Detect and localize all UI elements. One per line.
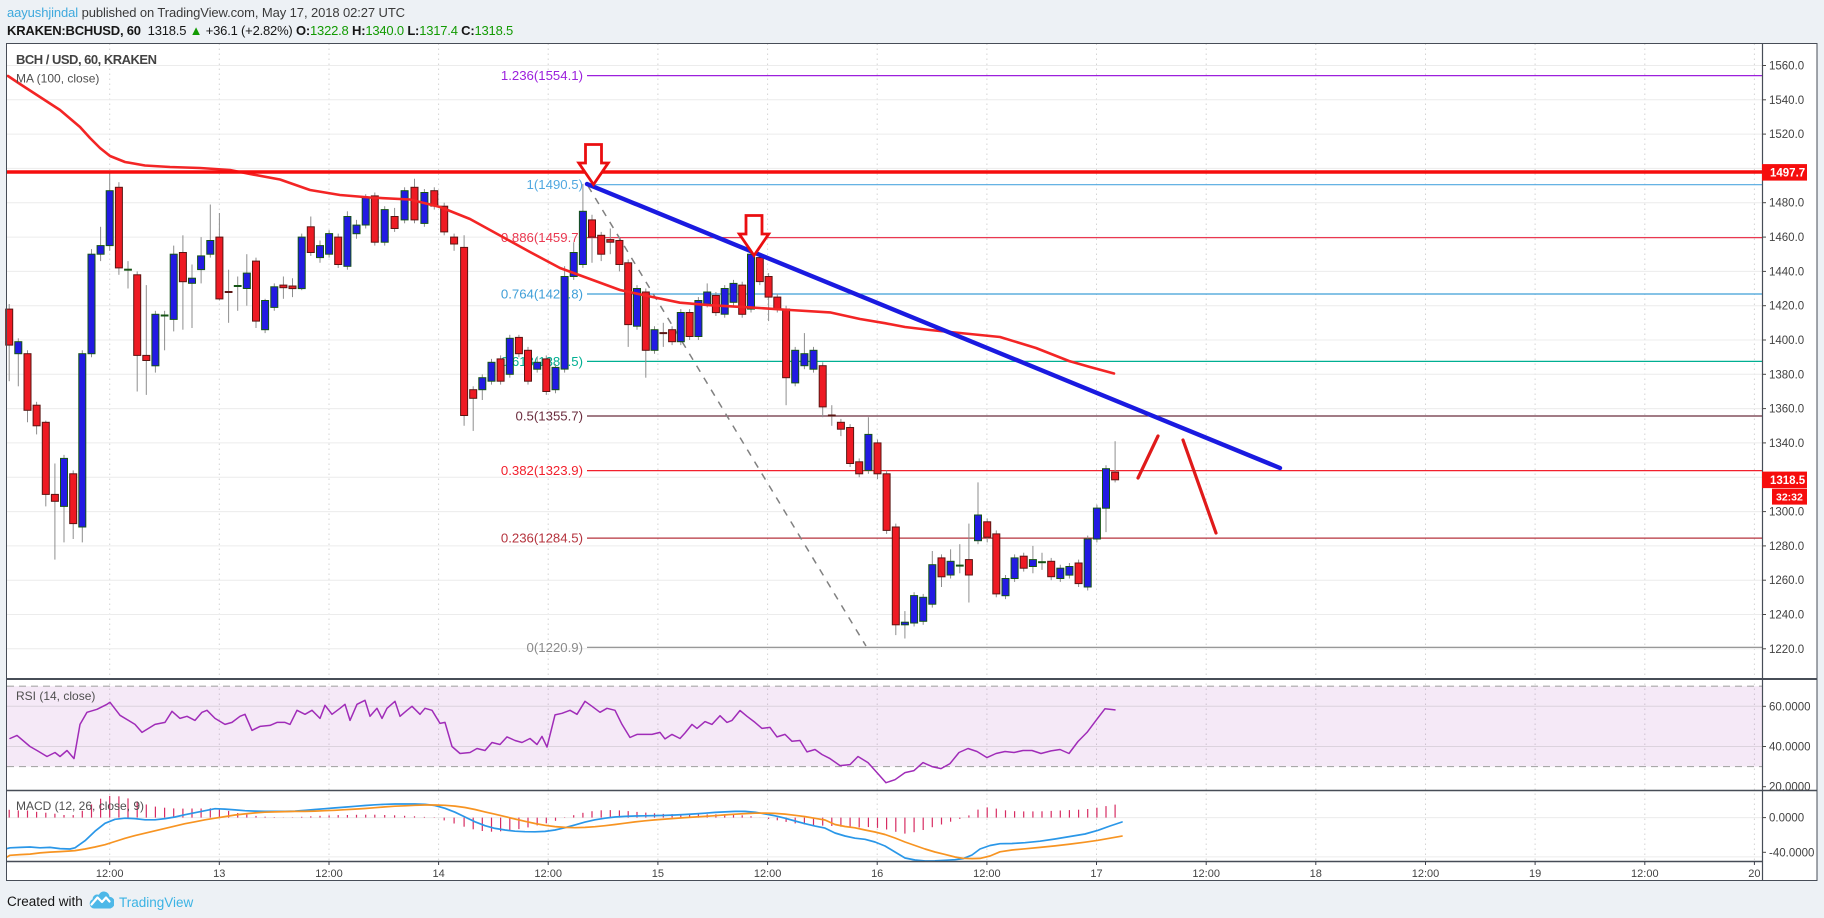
svg-text:0(1220.9): 0(1220.9): [527, 640, 583, 655]
svg-text:12:00: 12:00: [973, 868, 1001, 880]
svg-text:MACD (12, 26, close, 9): MACD (12, 26, close, 9): [16, 799, 144, 813]
svg-text:0.886(1459.7): 0.886(1459.7): [501, 230, 583, 245]
svg-text:20: 20: [1748, 868, 1760, 880]
svg-text:BCH / USD, 60, KRAKEN: BCH / USD, 60, KRAKEN: [16, 52, 157, 67]
svg-text:1318.5: 1318.5: [1770, 475, 1806, 487]
svg-text:12:00: 12:00: [534, 868, 562, 880]
svg-text:17: 17: [1090, 868, 1102, 880]
svg-text:1460.0: 1460.0: [1769, 232, 1804, 244]
svg-text:1(1490.5): 1(1490.5): [527, 177, 583, 192]
svg-text:12:00: 12:00: [1412, 868, 1440, 880]
svg-text:1400.0: 1400.0: [1769, 335, 1804, 347]
svg-text:1220.0: 1220.0: [1769, 644, 1804, 656]
svg-text:0.5(1355.7): 0.5(1355.7): [516, 409, 583, 424]
svg-text:1260.0: 1260.0: [1769, 575, 1804, 587]
svg-text:40.0000: 40.0000: [1769, 742, 1811, 754]
svg-text:60.0000: 60.0000: [1769, 701, 1811, 713]
svg-text:14: 14: [432, 868, 444, 880]
svg-text:1240.0: 1240.0: [1769, 610, 1804, 622]
svg-text:0.764(1426.8): 0.764(1426.8): [501, 287, 583, 302]
svg-text:1380.0: 1380.0: [1769, 369, 1804, 381]
svg-text:1560.0: 1560.0: [1769, 61, 1804, 73]
svg-text:1497.7: 1497.7: [1770, 167, 1805, 179]
svg-text:1300.0: 1300.0: [1769, 507, 1804, 519]
svg-text:13: 13: [213, 868, 225, 880]
svg-text:12:00: 12:00: [754, 868, 782, 880]
svg-text:1440.0: 1440.0: [1769, 266, 1804, 278]
svg-text:MA (100, close): MA (100, close): [16, 72, 99, 86]
svg-text:32:32: 32:32: [1776, 491, 1803, 503]
svg-text:1280.0: 1280.0: [1769, 541, 1804, 553]
svg-text:1360.0: 1360.0: [1769, 404, 1804, 416]
svg-text:12:00: 12:00: [1192, 868, 1220, 880]
svg-text:15: 15: [652, 868, 664, 880]
svg-text:16: 16: [871, 868, 883, 880]
svg-text:12:00: 12:00: [1631, 868, 1659, 880]
svg-text:1340.0: 1340.0: [1769, 438, 1804, 450]
svg-text:1520.0: 1520.0: [1769, 129, 1804, 141]
svg-text:0.236(1284.5): 0.236(1284.5): [501, 531, 583, 546]
svg-text:1420.0: 1420.0: [1769, 301, 1804, 313]
svg-text:12:00: 12:00: [315, 868, 343, 880]
svg-text:1540.0: 1540.0: [1769, 95, 1804, 107]
svg-text:1480.0: 1480.0: [1769, 198, 1804, 210]
svg-text:19: 19: [1529, 868, 1541, 880]
svg-text:RSI (14, close): RSI (14, close): [16, 689, 95, 703]
svg-text:0.382(1323.9): 0.382(1323.9): [501, 463, 583, 478]
svg-text:20.0000: 20.0000: [1769, 782, 1811, 794]
svg-text:1.236(1554.1): 1.236(1554.1): [501, 68, 583, 83]
svg-text:-40.0000: -40.0000: [1769, 847, 1814, 859]
svg-text:0.0000: 0.0000: [1769, 813, 1804, 825]
svg-text:18: 18: [1310, 868, 1322, 880]
svg-text:12:00: 12:00: [96, 868, 124, 880]
